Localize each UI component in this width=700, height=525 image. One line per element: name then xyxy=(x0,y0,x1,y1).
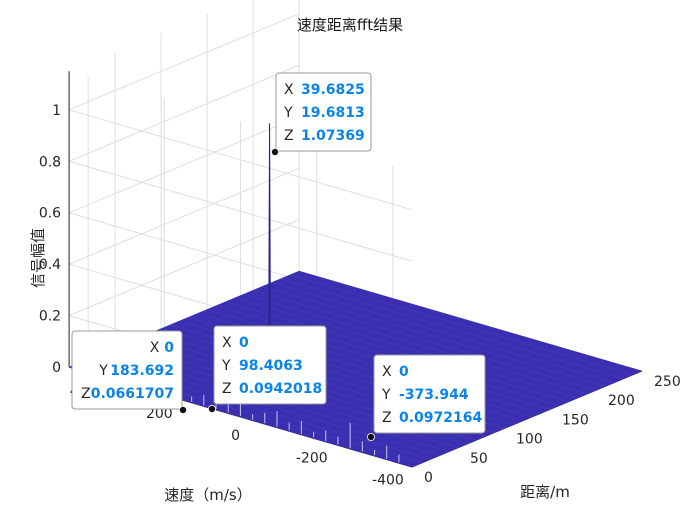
datatip-key: Y xyxy=(98,363,108,379)
z-tick-label: 0.4 xyxy=(39,257,61,273)
y-tick-label: -200 xyxy=(296,450,328,466)
grid-line xyxy=(68,116,300,214)
x-tick-label: 50 xyxy=(470,451,488,467)
y-tick-label: 0 xyxy=(231,428,240,444)
datatip-key: Z xyxy=(81,386,91,402)
datatip-key: X xyxy=(382,364,392,380)
datatip-marker xyxy=(270,147,279,156)
grid-line xyxy=(68,219,300,317)
surface-mesh-line xyxy=(280,278,624,379)
y-tick-label: -400 xyxy=(372,472,404,488)
datatip-value: 0 xyxy=(239,335,249,351)
x-tick-label: 100 xyxy=(516,432,543,448)
datatip-box xyxy=(373,354,486,434)
datatip-value: 19.6813 xyxy=(301,105,365,121)
x-axis-label: 距离/m xyxy=(520,483,570,501)
y-tick-label: 200 xyxy=(146,406,173,422)
datatip-key: Y xyxy=(381,387,391,403)
z-tick-label: 0.2 xyxy=(39,309,61,325)
datatip: X 39.6825 Y 19.6813 Z 1.07369 xyxy=(270,72,372,156)
z-tick-label: 0.6 xyxy=(39,206,61,222)
x-tick-label: 250 xyxy=(654,374,681,390)
datatip-key: X xyxy=(150,340,160,356)
datatip-key: X xyxy=(284,82,294,98)
x-tick-label: 200 xyxy=(608,393,635,409)
tick-labels: 0501001502002504002000-200-40000.20.40.6… xyxy=(39,103,681,489)
datatip-marker xyxy=(366,432,375,441)
grid-line xyxy=(68,160,413,262)
datatip-key: Z xyxy=(222,381,232,397)
datatip-marker xyxy=(207,404,216,413)
datatip-value: 0.0942018 xyxy=(239,381,322,397)
grid-line xyxy=(68,109,413,211)
z-tick-label: 1 xyxy=(52,103,61,119)
datatip-box xyxy=(213,325,327,405)
datatip: X 0Y -373.944 Z 0.0972164 xyxy=(366,354,486,441)
datatip: X 0Y 98.4063 Z 0.0942018 xyxy=(207,325,327,413)
datatip-value: -373.944 xyxy=(399,387,469,403)
z-tick-label: 0 xyxy=(52,360,61,376)
z-tick-label: 0.8 xyxy=(39,154,61,170)
surface-floor xyxy=(68,270,643,468)
datatip-key: X xyxy=(222,335,232,351)
surface-mesh-line xyxy=(271,282,615,383)
datatip-key: Z xyxy=(284,128,294,144)
y-axis-label: 速度（m/s） xyxy=(164,486,251,504)
surface-mesh-line xyxy=(234,297,578,399)
datatip-value: 0.0972164 xyxy=(399,410,483,426)
datatip-box xyxy=(275,72,372,152)
datatip-value: 183.692 xyxy=(110,363,174,379)
datatip-key: Z xyxy=(382,410,392,426)
x-tick-label: 0 xyxy=(424,470,433,486)
chart-title: 速度距离fft结果 xyxy=(297,16,403,34)
datatip-box xyxy=(71,330,183,410)
datatip: X 0 Y 183.692 Z 0.0661707 xyxy=(71,330,187,414)
grid-line xyxy=(68,64,300,162)
z-axis-label: 信号幅值 xyxy=(29,228,47,288)
x-tick-label: 150 xyxy=(562,412,589,428)
surface-mesh-line xyxy=(243,293,587,395)
datatip-value: 1.07369 xyxy=(301,128,365,144)
datatip-value: 0 xyxy=(399,364,409,380)
datatip-value: 39.6825 xyxy=(301,82,365,98)
datatip-key: Y xyxy=(283,105,293,121)
grid-line xyxy=(68,167,300,265)
datatip-value: 98.4063 xyxy=(239,358,303,374)
surface-mesh-line xyxy=(262,286,606,387)
grid-line xyxy=(68,13,300,111)
datatip-key: Y xyxy=(221,358,231,374)
surface-mesh-line xyxy=(253,290,597,391)
datatip-marker xyxy=(178,405,187,414)
surface-mesh-line xyxy=(289,274,633,376)
datatip-value: 0.0661707 xyxy=(91,386,174,402)
surface-mesh-line xyxy=(225,301,569,402)
datatip-value: 0 xyxy=(164,340,174,356)
